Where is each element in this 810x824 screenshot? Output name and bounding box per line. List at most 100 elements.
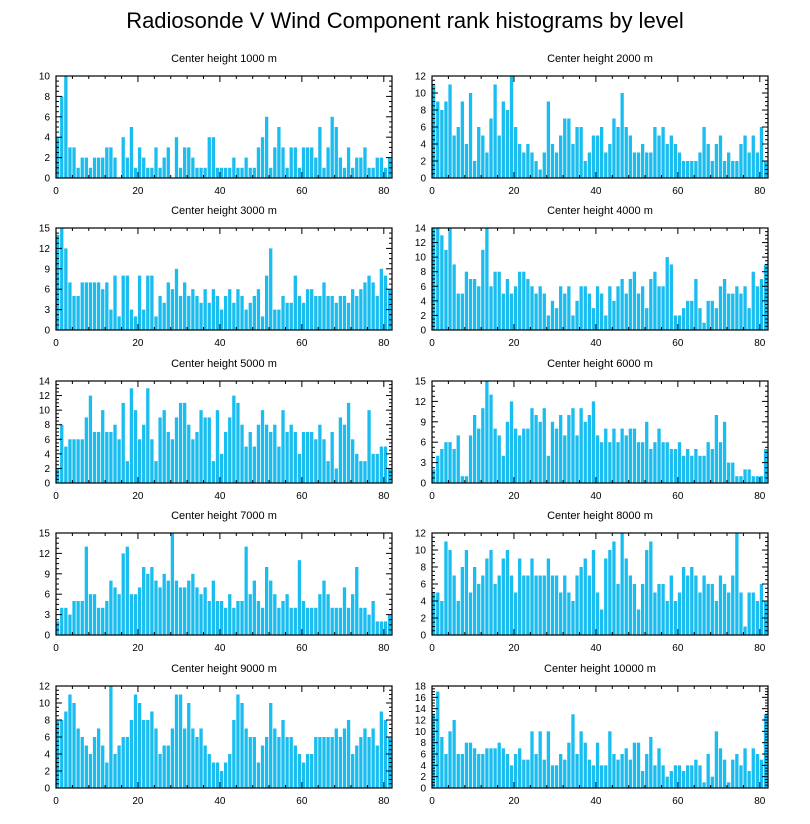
bar xyxy=(310,289,314,330)
bar xyxy=(686,765,690,788)
bar xyxy=(542,152,546,178)
bar xyxy=(281,410,285,483)
bar xyxy=(305,754,310,788)
panel-title: Center height 10000 m xyxy=(544,663,656,675)
bar xyxy=(497,742,501,788)
bar xyxy=(334,607,338,635)
bar xyxy=(567,118,571,178)
bar xyxy=(464,742,469,788)
bar xyxy=(710,161,714,178)
bar xyxy=(195,167,199,178)
bar xyxy=(755,601,760,635)
bar xyxy=(727,782,731,788)
bar xyxy=(383,446,388,483)
bar xyxy=(538,731,542,788)
bar xyxy=(277,737,281,788)
x-tick-label: 20 xyxy=(508,796,520,807)
y-tick-label: 0 xyxy=(44,479,50,490)
bar xyxy=(600,609,604,635)
bar xyxy=(133,694,138,788)
bar xyxy=(694,449,698,483)
bar xyxy=(326,737,330,788)
bar xyxy=(146,573,150,635)
panel-3: Center height 3000 m 0 20 40 60 80 0 3 6 9 12 15 xyxy=(39,205,393,349)
bar xyxy=(583,742,587,788)
bar xyxy=(125,157,129,178)
bar xyxy=(608,286,612,330)
bar xyxy=(105,762,109,788)
y-tick-label: 10 xyxy=(415,546,427,557)
bar xyxy=(162,157,166,178)
bar xyxy=(166,147,170,178)
y-tick-label: 6 xyxy=(420,438,426,449)
y-tick-label: 12 xyxy=(415,529,427,540)
panel-title: Center height 7000 m xyxy=(171,510,277,522)
bar xyxy=(595,742,600,788)
bar xyxy=(285,737,289,788)
bar xyxy=(501,455,505,483)
bar xyxy=(702,322,706,330)
y-tick-label: 16 xyxy=(415,693,427,704)
bar xyxy=(207,754,211,788)
bar xyxy=(759,476,764,483)
bar xyxy=(105,147,109,178)
y-tick-label: 0 xyxy=(420,326,426,337)
bar xyxy=(661,286,665,330)
bar xyxy=(146,167,150,178)
x-tick-label: 0 xyxy=(53,338,59,349)
bar xyxy=(252,296,256,330)
bar xyxy=(367,275,371,330)
bar xyxy=(158,587,162,635)
bar xyxy=(68,614,72,635)
bar xyxy=(710,584,714,635)
bar xyxy=(714,731,719,788)
bar xyxy=(371,601,375,635)
bar xyxy=(628,759,632,788)
bar xyxy=(224,296,228,330)
bar xyxy=(256,147,261,178)
bar xyxy=(371,728,375,788)
bar xyxy=(464,476,469,483)
bar xyxy=(80,601,84,635)
bar xyxy=(96,728,101,788)
bar xyxy=(346,302,351,330)
bar xyxy=(452,720,456,788)
bar xyxy=(363,282,367,330)
bar xyxy=(571,714,575,788)
bar xyxy=(444,754,448,788)
bar xyxy=(101,410,105,483)
bar xyxy=(472,161,477,178)
bar xyxy=(563,759,567,788)
bar xyxy=(252,446,256,483)
bar xyxy=(273,594,277,635)
bar xyxy=(187,424,191,483)
bar xyxy=(436,691,440,788)
x-tick-label: 20 xyxy=(132,186,144,197)
bar xyxy=(293,607,297,635)
bar xyxy=(653,765,657,788)
bar xyxy=(620,754,624,788)
bar xyxy=(440,737,444,788)
bar xyxy=(203,745,207,788)
bar xyxy=(743,626,747,635)
bar xyxy=(653,127,657,178)
bar xyxy=(452,575,456,635)
bar xyxy=(731,759,735,788)
bar xyxy=(710,776,714,788)
bar xyxy=(718,748,723,788)
y-tick-label: 8 xyxy=(44,716,50,727)
bar xyxy=(240,167,244,178)
bar xyxy=(763,449,768,483)
bar xyxy=(477,286,481,330)
bar xyxy=(640,584,645,635)
bar xyxy=(125,461,129,483)
bar xyxy=(285,594,289,635)
y-tick-label: 10 xyxy=(415,89,427,100)
bar xyxy=(546,558,551,635)
bar xyxy=(456,601,460,635)
bar xyxy=(563,118,567,178)
bar xyxy=(383,167,388,178)
bar xyxy=(579,286,583,330)
bar xyxy=(604,558,608,635)
bar xyxy=(215,762,220,788)
